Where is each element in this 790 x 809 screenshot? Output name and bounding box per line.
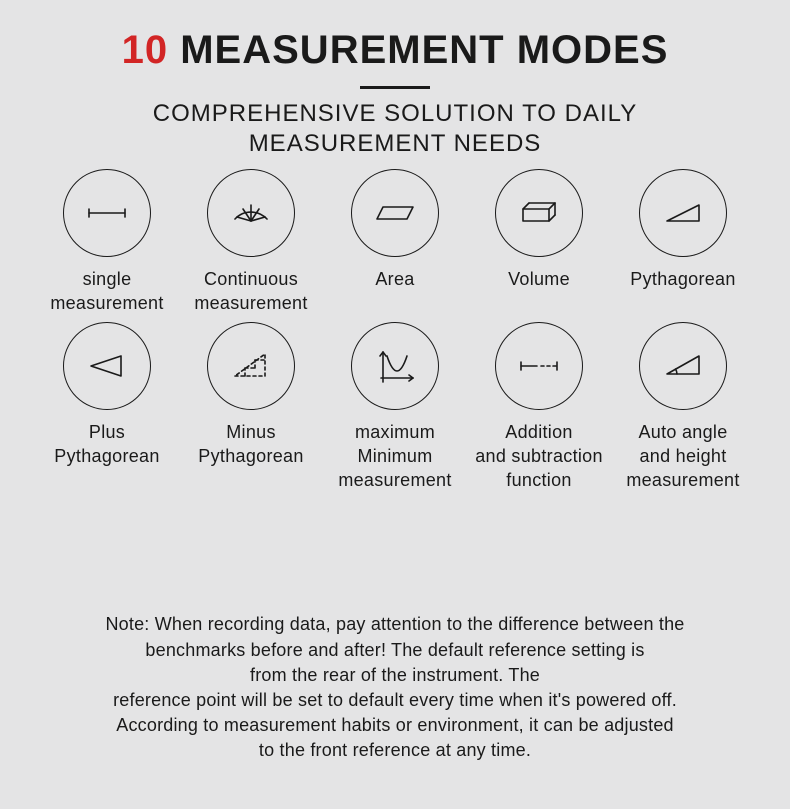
subtitle: COMPREHENSIVE SOLUTION TO DAILY MEASUREM… <box>75 99 715 159</box>
mode-label: Continuous measurement <box>194 267 307 316</box>
page-title: 10 MEASUREMENT MODES <box>20 28 770 72</box>
area-icon <box>351 169 439 257</box>
continuous-icon <box>207 169 295 257</box>
mode-autoangle: Auto angle and height measurement <box>611 322 755 493</box>
mode-label: Plus Pythagorean <box>35 420 179 469</box>
single-icon <box>63 169 151 257</box>
mode-label: Auto angle and height measurement <box>626 420 739 493</box>
page: 10 MEASUREMENT MODES COMPREHENSIVE SOLUT… <box>0 0 790 809</box>
mode-addsub: Addition and subtraction function <box>467 322 611 493</box>
modes-grid: single measurement Continuous measuremen… <box>35 169 755 492</box>
pythagorean-icon <box>639 169 727 257</box>
mode-minus-pythagorean: Minus Pythagorean <box>179 322 323 493</box>
title-rule <box>360 86 430 89</box>
addsub-icon <box>495 322 583 410</box>
title-accent: 10 <box>122 28 169 72</box>
mode-label: Addition and subtraction function <box>475 420 603 493</box>
autoangle-icon <box>639 322 727 410</box>
maxmin-icon <box>351 322 439 410</box>
mode-label: maximum Minimum measurement <box>338 420 451 493</box>
volume-icon <box>495 169 583 257</box>
title-rest: MEASUREMENT MODES <box>168 28 668 72</box>
mode-single: single measurement <box>35 169 179 316</box>
minus-pythagorean-icon <box>207 322 295 410</box>
mode-continuous: Continuous measurement <box>179 169 323 316</box>
mode-volume: Volume <box>467 169 611 316</box>
mode-label: single measurement <box>50 267 163 316</box>
footer-note: Note: When recording data, pay attention… <box>35 612 755 763</box>
mode-label: Area <box>375 267 414 291</box>
mode-label: Minus Pythagorean <box>198 420 303 469</box>
mode-label: Volume <box>508 267 570 291</box>
mode-maxmin: maximum Minimum measurement <box>323 322 467 493</box>
mode-plus-pythagorean: Plus Pythagorean <box>35 322 179 493</box>
mode-pythagorean: Pythagorean <box>611 169 755 316</box>
plus-pythagorean-icon <box>63 322 151 410</box>
mode-area: Area <box>323 169 467 316</box>
mode-label: Pythagorean <box>630 267 735 291</box>
